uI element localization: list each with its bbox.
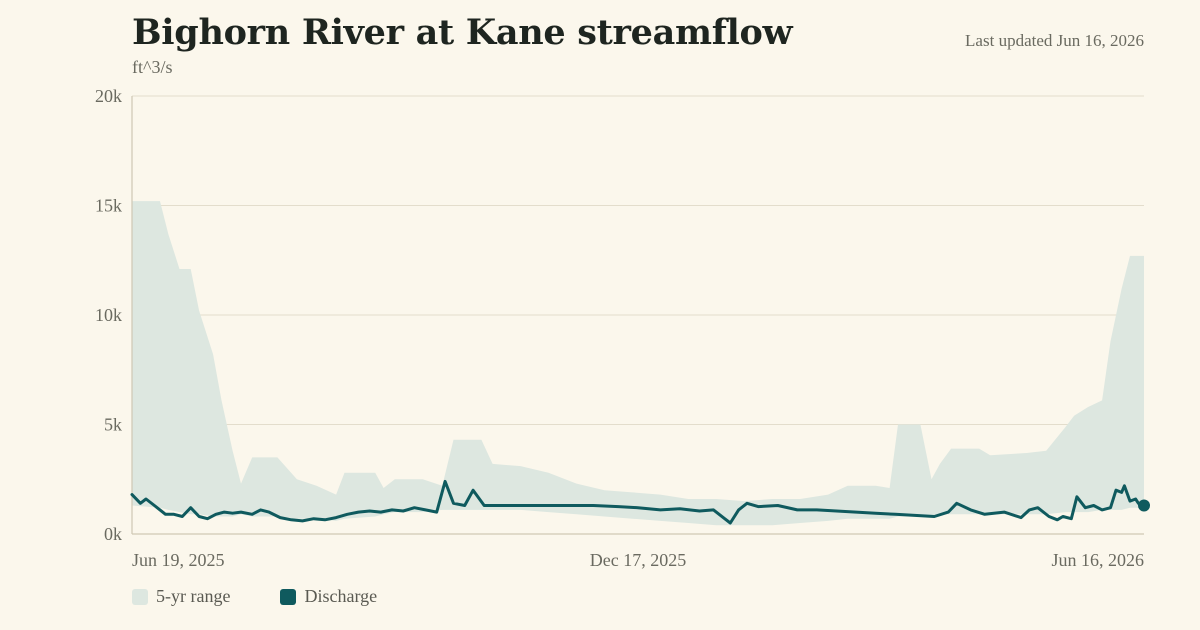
- y-tick-label-20000: 20k: [95, 86, 122, 106]
- legend-discharge-label: Discharge: [304, 586, 378, 606]
- y-tick-label-10000: 10k: [95, 305, 122, 325]
- tick-label-layer: 0k 5k 10k 15k 20k Jun 19, 2025 Dec 17, 2025 Jun…: [95, 86, 1144, 570]
- y-axis-unit-label: ft^3/s: [132, 57, 173, 77]
- discharge-layer: [130, 479, 1150, 525]
- y-tick-label-15000: 15k: [95, 196, 122, 216]
- page-title: Bighorn River at Kane streamflow: [132, 12, 793, 53]
- x-tick-label-2: Jun 16, 2026: [1051, 550, 1144, 570]
- axis-layer: [131, 96, 1144, 535]
- legend-range-label: 5-yr range: [156, 586, 231, 606]
- last-updated: Last updated Jun 16, 2026: [965, 31, 1144, 50]
- grid-layer: [132, 95, 1144, 425]
- range-layer: [132, 201, 1144, 526]
- range-band: [132, 201, 1144, 526]
- range-swatch: [132, 588, 148, 605]
- discharge-latest-point: [1138, 499, 1150, 512]
- legend-item-discharge[interactable]: Discharge: [280, 586, 377, 607]
- discharge-line: [130, 479, 1146, 525]
- y-tick-label-0: 0k: [104, 524, 122, 544]
- x-tick-label-0: Jun 19, 2025: [132, 550, 225, 570]
- discharge-swatch: [280, 588, 297, 605]
- legend: 5-yr range Discharge: [132, 586, 427, 607]
- x-tick-label-1: Dec 17, 2025: [590, 550, 686, 570]
- legend-item-range[interactable]: 5-yr range: [132, 586, 230, 607]
- y-tick-label-5000: 5k: [104, 415, 122, 435]
